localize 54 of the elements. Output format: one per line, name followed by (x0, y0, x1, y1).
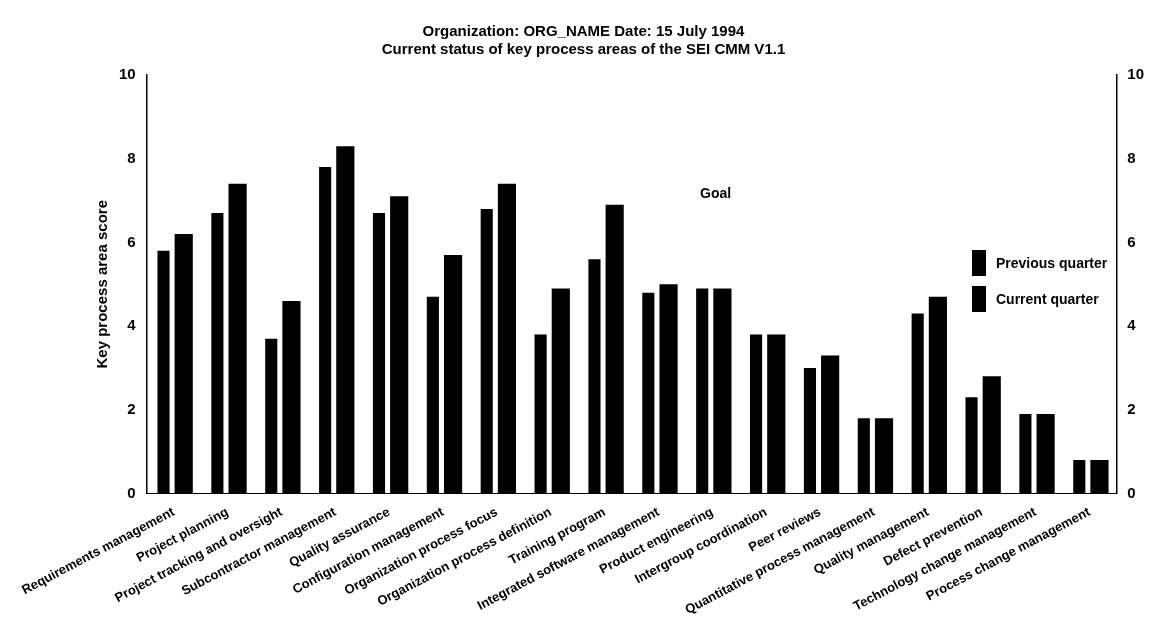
bar (1090, 460, 1109, 494)
bar (713, 288, 732, 494)
y2-tick-label: 0 (1127, 483, 1136, 501)
bar (426, 296, 439, 494)
y-tick-label: 4 (127, 316, 137, 334)
bar (821, 355, 840, 494)
y2-tick-label: 10 (1127, 65, 1144, 83)
y-tick-label: 6 (127, 232, 136, 250)
bar (928, 296, 947, 494)
bar (157, 250, 170, 494)
bar (551, 288, 570, 494)
bar (767, 334, 786, 494)
bar (588, 259, 601, 494)
bar (982, 376, 1001, 494)
y2-tick-label: 4 (1127, 316, 1137, 334)
bar (265, 338, 278, 494)
bar (497, 183, 517, 494)
bar (659, 284, 678, 494)
bar (965, 397, 978, 494)
bar (534, 334, 547, 494)
bar (803, 367, 816, 494)
y2-tick-label: 2 (1127, 399, 1136, 417)
bar (1036, 413, 1055, 494)
bar (282, 301, 301, 494)
bar (336, 146, 355, 494)
annotation: Goal (700, 185, 732, 201)
bar (605, 204, 624, 494)
bar (211, 213, 224, 494)
legend-label: Previous quarter (996, 255, 1108, 271)
chart-subtitle: Current status of key process areas of the SEI CMM V1.1 (380, 40, 787, 58)
bar (857, 418, 870, 494)
y-tick-label: 10 (119, 65, 136, 83)
bar (1019, 413, 1032, 494)
bar (696, 288, 709, 494)
bar (174, 234, 193, 494)
bar (372, 213, 386, 494)
y2-tick-label: 8 (1127, 148, 1136, 166)
bar (480, 208, 493, 494)
bar (443, 254, 463, 494)
y-axis-title: Key process area score (93, 200, 111, 369)
chart-title: Organization: ORG_NAME Date: 15 July 1994 (421, 22, 746, 40)
y2-tick-label: 6 (1127, 232, 1136, 250)
bar (1073, 460, 1086, 494)
bar (874, 418, 894, 494)
bar (911, 313, 924, 494)
bar (390, 196, 409, 494)
bar (642, 292, 655, 494)
legend-label: Current quarter (996, 291, 1099, 307)
y-tick-label: 0 (127, 483, 136, 501)
bar (228, 183, 247, 494)
bar (319, 167, 332, 494)
bar (750, 334, 763, 494)
y-tick-label: 2 (127, 399, 136, 417)
y-tick-label: 8 (127, 148, 136, 166)
